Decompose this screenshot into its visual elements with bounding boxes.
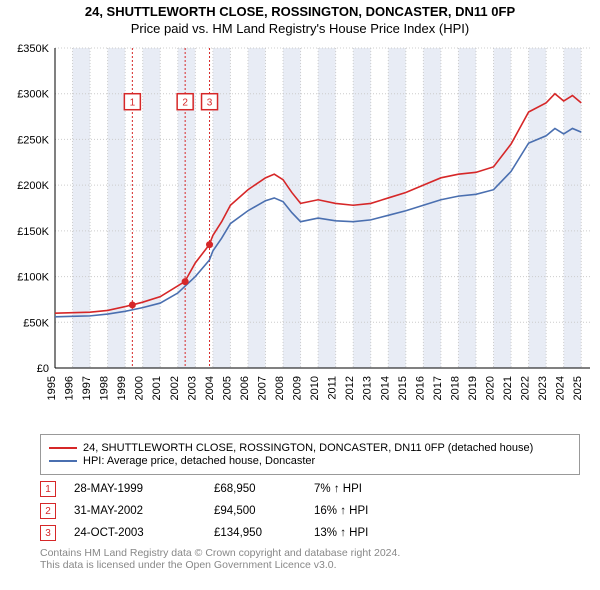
x-tick-label: 1997 <box>81 376 93 400</box>
x-tick-label: 2015 <box>397 376 409 400</box>
x-tick-label: 2024 <box>555 376 567 400</box>
x-tick-label: 2022 <box>520 376 532 400</box>
y-tick-label: £200K <box>17 180 49 192</box>
x-tick-label: 2012 <box>344 376 356 400</box>
x-tick-label: 1999 <box>116 376 128 400</box>
x-tick-label: 2014 <box>379 376 391 400</box>
sale-row-price: £134,950 <box>214 527 314 539</box>
x-tick-label: 2000 <box>134 376 146 400</box>
x-tick-label: 2019 <box>467 376 479 400</box>
title-subtitle: Price paid vs. HM Land Registry's House … <box>0 21 600 36</box>
y-tick-label: £300K <box>17 89 49 101</box>
legend-row: 24, SHUTTLEWORTH CLOSE, ROSSINGTON, DONC… <box>49 442 571 454</box>
footnote-line2: This data is licensed under the Open Gov… <box>40 559 580 571</box>
legend-label: 24, SHUTTLEWORTH CLOSE, ROSSINGTON, DONC… <box>83 442 533 454</box>
sale-row: 2 31-MAY-2002£94,50016% ↑ HPI <box>40 503 580 519</box>
x-tick-label: 2002 <box>169 376 181 400</box>
x-tick-label: 2007 <box>256 376 268 400</box>
x-tick-label: 1995 <box>46 376 58 400</box>
x-tick-label: 2001 <box>151 376 163 400</box>
legend-swatch <box>49 447 77 449</box>
x-tick-label: 1996 <box>64 376 76 400</box>
x-tick-label: 2016 <box>414 376 426 400</box>
footnote-line1: Contains HM Land Registry data © Crown c… <box>40 547 580 559</box>
x-tick-label: 2008 <box>274 376 286 400</box>
y-tick-label: £350K <box>17 43 49 55</box>
sale-point <box>206 241 213 248</box>
x-tick-label: 2013 <box>362 376 374 400</box>
sale-row-pct: 13% ↑ HPI <box>314 527 394 539</box>
x-tick-label: 2005 <box>221 376 233 400</box>
sales-table: 1 28-MAY-1999£68,9507% ↑ HPI 2 31-MAY-2002£… <box>40 481 580 541</box>
x-tick-label: 2023 <box>537 376 549 400</box>
x-tick-label: 2009 <box>292 376 304 400</box>
page: 24, SHUTTLEWORTH CLOSE, ROSSINGTON, DONC… <box>0 0 600 571</box>
sale-row-num: 1 <box>40 481 56 497</box>
legend-label: HPI: Average price, detached house, Donc… <box>83 455 315 467</box>
sale-row-price: £68,950 <box>214 483 314 495</box>
y-tick-label: £250K <box>17 134 49 146</box>
sale-row: 1 28-MAY-1999£68,9507% ↑ HPI <box>40 481 580 497</box>
sale-row-num: 3 <box>40 525 56 541</box>
x-tick-label: 2020 <box>485 376 497 400</box>
sale-row-date: 24-OCT-2003 <box>74 527 214 539</box>
title-block: 24, SHUTTLEWORTH CLOSE, ROSSINGTON, DONC… <box>0 0 600 38</box>
sale-point <box>182 278 189 285</box>
sale-row-date: 31-MAY-2002 <box>74 505 214 517</box>
sale-row-date: 28-MAY-1999 <box>74 483 214 495</box>
x-tick-label: 2017 <box>432 376 444 400</box>
y-tick-label: £50K <box>23 317 49 329</box>
x-tick-label: 2003 <box>186 376 198 400</box>
x-tick-label: 1998 <box>99 376 111 400</box>
y-tick-label: £0 <box>37 363 49 375</box>
x-tick-label: 2018 <box>449 376 461 400</box>
sale-row-pct: 16% ↑ HPI <box>314 505 394 517</box>
sale-row-price: £94,500 <box>214 505 314 517</box>
x-tick-label: 2004 <box>204 376 216 400</box>
y-tick-label: £150K <box>17 226 49 238</box>
sale-marker-num: 1 <box>130 98 136 109</box>
x-tick-label: 2021 <box>502 376 514 400</box>
legend: 24, SHUTTLEWORTH CLOSE, ROSSINGTON, DONC… <box>40 434 580 475</box>
sale-marker-num: 2 <box>182 98 188 109</box>
y-tick-label: £100K <box>17 272 49 284</box>
sale-row-num: 2 <box>40 503 56 519</box>
sale-row-pct: 7% ↑ HPI <box>314 483 394 495</box>
x-tick-label: 2011 <box>327 376 339 400</box>
sale-row: 3 24-OCT-2003£134,95013% ↑ HPI <box>40 525 580 541</box>
sale-point <box>129 301 136 308</box>
chart-svg: £0 £50K £100K £150K £200K £250K £300K £350K 1995… <box>0 38 600 428</box>
legend-swatch <box>49 460 77 462</box>
title-address: 24, SHUTTLEWORTH CLOSE, ROSSINGTON, DONC… <box>0 4 600 19</box>
sale-marker-num: 3 <box>207 98 213 109</box>
legend-row: HPI: Average price, detached house, Donc… <box>49 455 571 467</box>
x-tick-label: 2010 <box>309 376 321 400</box>
footnote: Contains HM Land Registry data © Crown c… <box>40 547 580 571</box>
x-tick-label: 2025 <box>572 376 584 400</box>
x-tick-label: 2006 <box>239 376 251 400</box>
chart: £0 £50K £100K £150K £200K £250K £300K £350K 1995… <box>0 38 600 428</box>
